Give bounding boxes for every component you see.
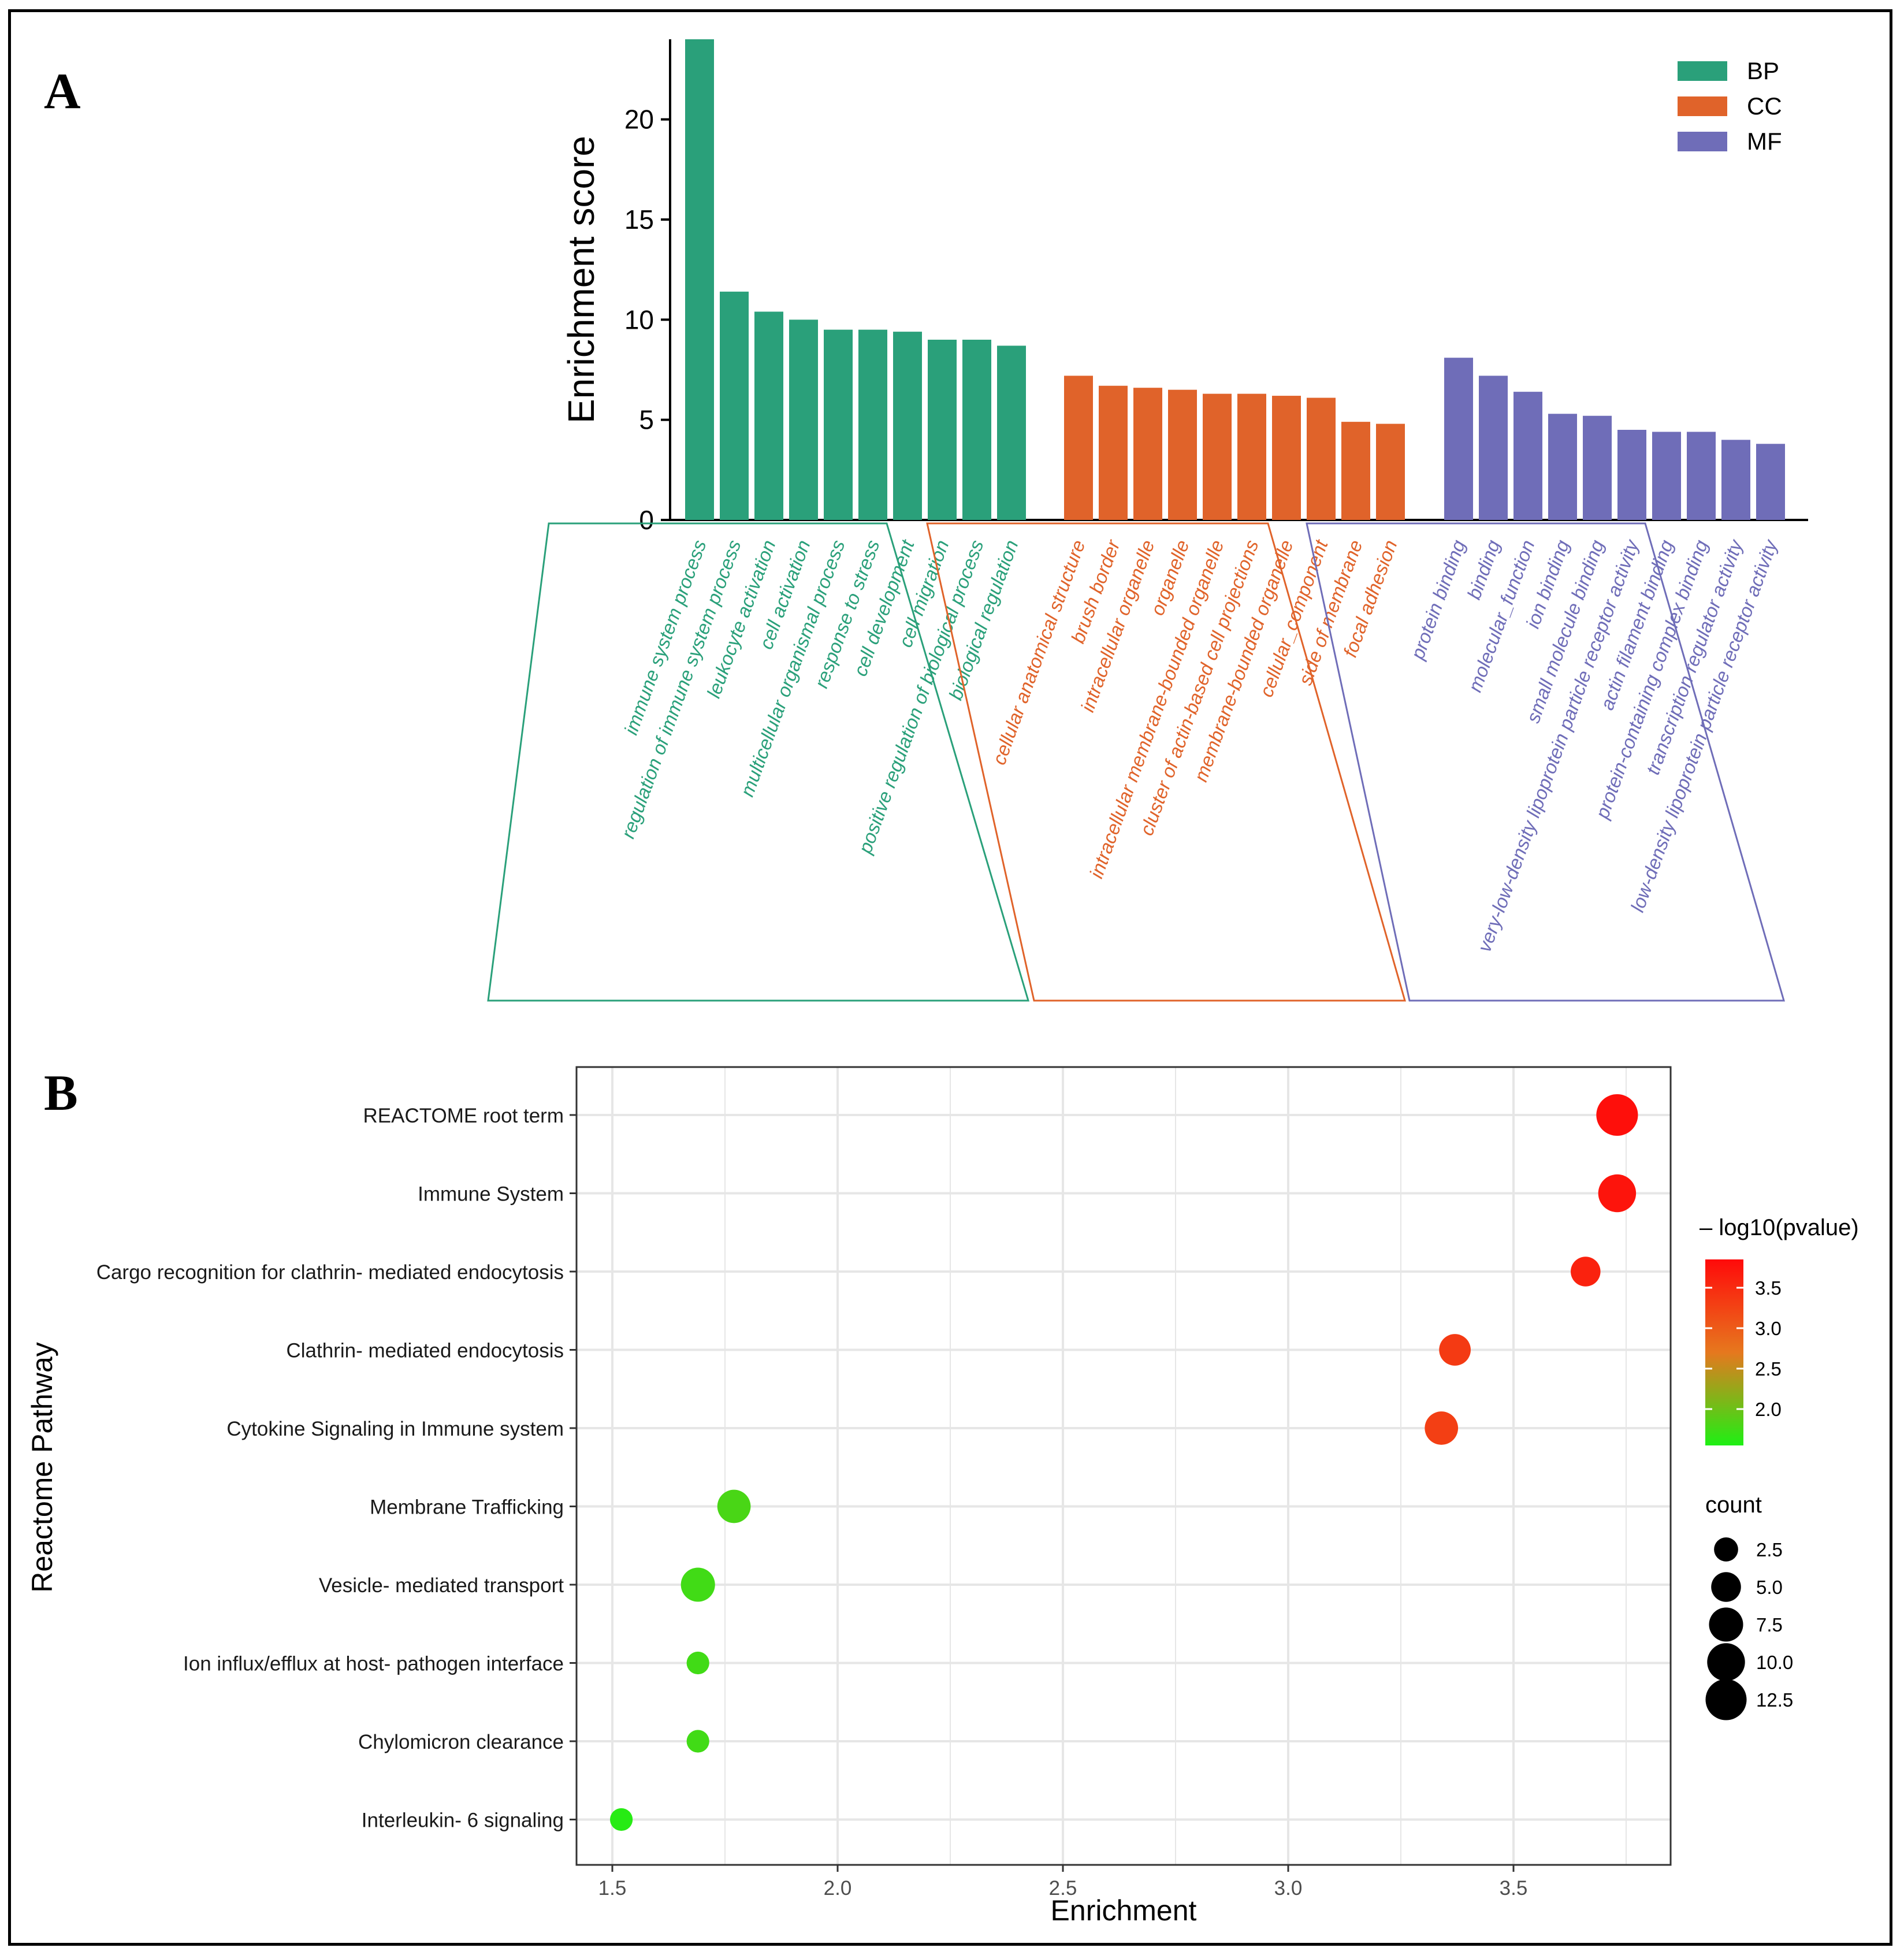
size-legend-dot: [1709, 1607, 1743, 1642]
data-point: [609, 1808, 633, 1831]
pathway-label: Cargo recognition for clathrin- mediated…: [96, 1261, 564, 1284]
y-tick-label: 10: [624, 304, 654, 334]
bar-cc: [1237, 393, 1266, 520]
size-legend-dot: [1707, 1643, 1745, 1681]
data-point: [1439, 1334, 1471, 1366]
bar-cc: [1376, 423, 1405, 520]
bar-mf: [1479, 376, 1508, 520]
plot-background: [577, 1067, 1671, 1865]
size-legend-dot: [1714, 1537, 1738, 1562]
color-legend-label: 3.5: [1755, 1277, 1782, 1299]
y-axis-title: Enrichment score: [560, 136, 602, 423]
pathway-label: Cytokine Signaling in Immune system: [226, 1418, 564, 1440]
bar-bp: [928, 340, 957, 520]
x-tick-label: 3.5: [1500, 1877, 1528, 1900]
color-legend-label: 2.5: [1755, 1358, 1782, 1380]
bar-mf: [1687, 432, 1716, 520]
data-point: [717, 1489, 751, 1523]
bar-bp: [789, 319, 818, 520]
bar-mf: [1652, 432, 1681, 520]
bar-bp: [997, 345, 1026, 520]
bar-mf: [1617, 430, 1646, 520]
bar-cc: [1099, 385, 1128, 520]
bar-bp: [754, 311, 783, 520]
x-tick-label: 2.0: [824, 1877, 852, 1900]
data-point: [1425, 1411, 1459, 1445]
x-axis-title: Enrichment: [1051, 1894, 1197, 1927]
y-tick-label: 15: [624, 205, 654, 235]
y-tick-label: 0: [639, 505, 654, 535]
size-legend-label: 7.5: [1756, 1614, 1783, 1636]
y-axis-title: Reactome Pathway: [26, 1342, 58, 1593]
color-legend-bar: [1705, 1259, 1743, 1445]
panel-b-label: B: [44, 1065, 78, 1121]
size-legend-title: count: [1705, 1492, 1762, 1518]
legend-label-bp: BP: [1747, 57, 1779, 84]
bar-cc: [1307, 397, 1336, 520]
legend-swatch-bp: [1678, 61, 1727, 81]
size-legend-label: 10.0: [1756, 1652, 1793, 1673]
bar-bp: [962, 340, 991, 520]
size-legend-label: 2.5: [1756, 1539, 1783, 1560]
panel-a-label: A: [44, 64, 81, 120]
data-point: [1571, 1257, 1601, 1287]
bar-bp: [893, 332, 922, 520]
size-legend-label: 5.0: [1756, 1577, 1783, 1598]
data-point: [1596, 1094, 1638, 1136]
bar-bp: [858, 329, 887, 520]
data-point: [686, 1730, 709, 1753]
bar-mf: [1444, 358, 1473, 520]
color-legend-label: 2.0: [1755, 1399, 1782, 1420]
data-point: [1598, 1174, 1637, 1213]
y-tick-label: 20: [624, 105, 654, 135]
x-tick-label: 3.0: [1274, 1877, 1303, 1900]
color-legend-label: 3.0: [1755, 1318, 1782, 1339]
size-legend-label: 12.5: [1756, 1689, 1793, 1711]
size-legend-dot: [1705, 1679, 1747, 1720]
bar-mf: [1548, 414, 1577, 520]
pathway-label: Vesicle- mediated transport: [319, 1574, 564, 1597]
bar-bp: [824, 329, 853, 520]
legend-swatch-cc: [1678, 96, 1727, 116]
pathway-label: REACTOME root term: [363, 1105, 564, 1127]
color-legend-title: – log10(pvalue): [1700, 1215, 1859, 1240]
x-tick-label: 1.5: [598, 1877, 627, 1900]
legend-swatch-mf: [1678, 132, 1727, 151]
bar-mf: [1721, 440, 1750, 520]
plot-border: [575, 1066, 1672, 1866]
y-tick-label: 5: [639, 405, 654, 435]
bar-bp: [685, 39, 714, 520]
bar-cc: [1168, 389, 1197, 520]
x-tick-label: 2.5: [1049, 1877, 1077, 1900]
group-bracket-bp: [487, 522, 1030, 1002]
bar-mf: [1583, 415, 1612, 520]
pathway-label: Membrane Trafficking: [370, 1496, 564, 1519]
legend-label-cc: CC: [1747, 92, 1782, 120]
bar-cc: [1341, 422, 1370, 520]
pathway-label: Chylomicron clearance: [358, 1731, 564, 1753]
pathway-label: Clathrin- mediated endocytosis: [286, 1340, 564, 1362]
bar-mf: [1756, 444, 1785, 520]
bar-cc: [1203, 393, 1232, 520]
pathway-label: Interleukin- 6 signaling: [362, 1809, 564, 1832]
data-point: [686, 1651, 709, 1675]
bar-cc: [1272, 396, 1301, 520]
figure-frame: [8, 9, 1892, 1946]
group-bracket-mf: [1306, 522, 1785, 1002]
size-legend-dot: [1711, 1572, 1741, 1602]
group-bracket-cc: [926, 522, 1406, 1002]
bar-cc: [1064, 376, 1093, 520]
bar-cc: [1133, 388, 1162, 520]
pathway-label: Immune System: [418, 1183, 564, 1206]
bar-bp: [720, 291, 749, 520]
bar-mf: [1513, 392, 1542, 520]
legend-label-mf: MF: [1747, 128, 1782, 155]
data-point: [680, 1567, 715, 1602]
pathway-label: Ion influx/efflux at host- pathogen inte…: [183, 1653, 564, 1675]
